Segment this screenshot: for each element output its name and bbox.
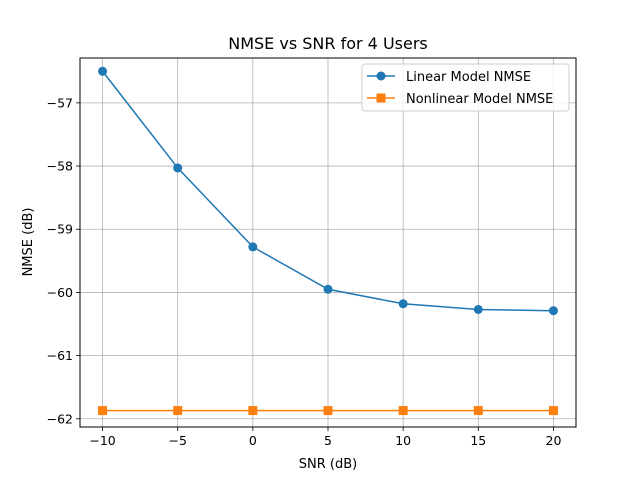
data-point-linear: [398, 299, 408, 309]
plot-frame: [79, 57, 577, 428]
x-tick-label: 10: [395, 433, 411, 448]
data-point-nonlinear: [398, 406, 408, 416]
data-point-nonlinear: [473, 406, 483, 416]
legend: Linear Model NMSE Nonlinear Model NMSE: [361, 63, 570, 112]
y-tick-label: −59: [47, 222, 73, 237]
legend-label-nonlinear: Nonlinear Model NMSE: [406, 92, 553, 107]
data-point-nonlinear: [98, 406, 108, 416]
data-point-linear: [173, 163, 183, 173]
legend-marker-linear: [376, 71, 386, 81]
data-point-linear: [548, 306, 558, 316]
legend-box: [361, 63, 570, 112]
y-tick-label: −58: [47, 159, 73, 174]
y-tick-label: −60: [47, 285, 73, 300]
data-point-nonlinear: [248, 406, 258, 416]
x-tick-label: 5: [324, 433, 332, 448]
y-tick-label: −62: [47, 411, 73, 426]
y-axis-label: NMSE (dB): [21, 208, 36, 277]
data-point-nonlinear: [323, 406, 333, 416]
legend-marker-nonlinear: [376, 93, 386, 103]
x-axis-ticks: −10 −5 0 5 10 15 20: [89, 427, 561, 448]
x-tick-label: −5: [168, 433, 186, 448]
x-axis-label: SNR (dB): [299, 457, 357, 472]
x-tick-label: 0: [249, 433, 257, 448]
x-tick-label: 15: [470, 433, 486, 448]
y-axis-ticks: −62 −61 −60 −59 −58 −57: [47, 95, 80, 426]
data-point-nonlinear: [173, 406, 183, 416]
data-point-linear: [98, 66, 108, 76]
data-point-linear: [473, 304, 483, 314]
x-tick-label: 20: [546, 433, 562, 448]
y-tick-label: −57: [47, 95, 73, 110]
data-point-linear: [323, 284, 333, 294]
chart-title: NMSE vs SNR for 4 Users: [228, 34, 428, 53]
x-tick-label: −10: [89, 433, 115, 448]
data-point-linear: [248, 242, 258, 252]
series-group: [98, 66, 558, 416]
y-tick-label: −61: [47, 348, 73, 363]
legend-label-linear: Linear Model NMSE: [406, 70, 531, 85]
data-point-nonlinear: [548, 406, 558, 416]
